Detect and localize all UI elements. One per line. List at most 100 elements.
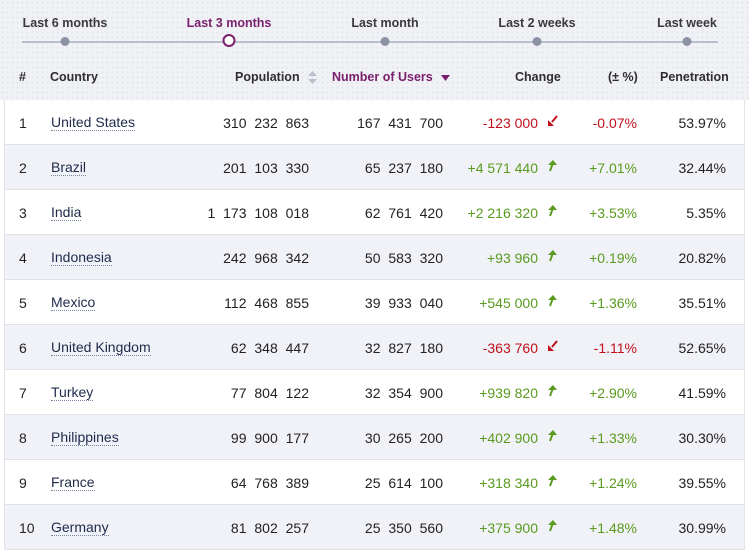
rank-cell: 7 bbox=[19, 385, 27, 401]
change-cell: +4 571 440 bbox=[467, 160, 538, 176]
table-row: 6 United Kingdom 62 348 447 32 827 180 -363 … bbox=[5, 325, 744, 370]
change-cell: +545 000 bbox=[479, 295, 538, 311]
column-header-population[interactable]: Population bbox=[235, 70, 318, 85]
population-cell: 77 804 122 bbox=[230, 385, 309, 401]
country-link[interactable]: United States bbox=[51, 114, 136, 131]
penetration-cell: 20.82% bbox=[678, 250, 726, 266]
period-label-last-6-months[interactable]: Last 6 months bbox=[22, 16, 108, 30]
country-link[interactable]: India bbox=[51, 204, 82, 221]
sort-desc-icon[interactable] bbox=[441, 74, 451, 81]
penetration-cell: 35.51% bbox=[678, 295, 726, 311]
penetration-cell: 52.65% bbox=[678, 340, 726, 356]
rank-cell: 6 bbox=[19, 340, 27, 356]
penetration-cell: 30.30% bbox=[678, 430, 726, 446]
table-row: 5 Mexico 112 468 855 39 933 040 +545 000 +1.3… bbox=[5, 280, 744, 325]
change-percent-cell: -1.11% bbox=[593, 340, 637, 356]
period-label-last-month[interactable]: Last month bbox=[351, 16, 419, 30]
country-link[interactable]: Mexico bbox=[51, 294, 96, 311]
change-cell: -363 760 bbox=[482, 340, 538, 356]
population-cell: 201 103 330 bbox=[223, 160, 309, 176]
period-dot-last-2-weeks[interactable] bbox=[532, 37, 542, 46]
arrow-up-icon bbox=[547, 519, 558, 535]
country-link[interactable]: United Kingdom bbox=[51, 339, 151, 356]
country-link[interactable]: Turkey bbox=[51, 384, 94, 401]
penetration-cell: 39.55% bbox=[678, 475, 726, 491]
users-cell: 32 827 180 bbox=[364, 340, 443, 356]
change-percent-cell: +1.36% bbox=[589, 295, 637, 311]
country-link[interactable]: Germany bbox=[51, 519, 109, 536]
rank-cell: 4 bbox=[19, 250, 27, 266]
change-percent-cell: +7.01% bbox=[589, 160, 637, 176]
users-cell: 25 614 100 bbox=[364, 475, 443, 491]
penetration-cell: 32.44% bbox=[678, 160, 726, 176]
period-label-last-3-months[interactable]: Last 3 months bbox=[186, 16, 272, 30]
table-row: 2 Brazil 201 103 330 65 237 180 +4 571 440 +7… bbox=[5, 145, 744, 190]
column-header-country: Country bbox=[50, 70, 98, 84]
users-cell: 62 761 420 bbox=[364, 205, 443, 221]
column-header-change: Change bbox=[515, 70, 561, 84]
population-cell: 62 348 447 bbox=[230, 340, 309, 356]
table-row: 1 United States 310 232 863 167 431 700 -123… bbox=[5, 100, 744, 145]
users-cell: 39 933 040 bbox=[364, 295, 443, 311]
period-label-last-2-weeks[interactable]: Last 2 weeks bbox=[498, 16, 576, 30]
change-percent-cell: +2.90% bbox=[589, 385, 637, 401]
period-dot-last-week[interactable] bbox=[682, 37, 692, 46]
period-dot-last-month[interactable] bbox=[380, 37, 390, 46]
users-cell: 25 350 560 bbox=[364, 520, 443, 536]
population-cell: 81 802 257 bbox=[230, 520, 309, 536]
table-row: 8 Philippines 99 900 177 30 265 200 +402 900… bbox=[5, 415, 744, 460]
change-cell: +318 340 bbox=[479, 475, 538, 491]
penetration-cell: 53.97% bbox=[678, 115, 726, 131]
population-cell: 242 968 342 bbox=[223, 250, 309, 266]
column-header-rank: # bbox=[19, 70, 26, 84]
population-cell: 310 232 863 bbox=[223, 115, 309, 131]
country-table: 1 United States 310 232 863 167 431 700 -123… bbox=[4, 100, 745, 550]
rank-cell: 5 bbox=[19, 295, 27, 311]
change-percent-cell: +0.19% bbox=[589, 250, 637, 266]
rank-cell: 8 bbox=[19, 430, 27, 446]
arrow-up-icon bbox=[547, 384, 558, 400]
period-slider-track[interactable] bbox=[22, 41, 718, 43]
sort-both-icon[interactable] bbox=[308, 71, 318, 85]
period-dot-last-3-months[interactable] bbox=[222, 34, 236, 47]
arrow-down-icon bbox=[547, 114, 559, 130]
column-header-pct: (± %) bbox=[608, 70, 638, 84]
change-percent-cell: +1.33% bbox=[589, 430, 637, 446]
period-label-last-week[interactable]: Last week bbox=[657, 16, 717, 30]
period-dot-last-6-months[interactable] bbox=[60, 37, 70, 46]
arrow-up-icon bbox=[547, 474, 558, 490]
table-row: 7 Turkey 77 804 122 32 354 900 +939 820 +2.90… bbox=[5, 370, 744, 415]
change-percent-cell: +1.48% bbox=[589, 520, 637, 536]
arrow-up-icon bbox=[547, 429, 558, 445]
arrow-down-icon bbox=[547, 339, 559, 355]
change-cell: -123 000 bbox=[482, 115, 538, 131]
rank-cell: 10 bbox=[19, 520, 35, 536]
table-row: 4 Indonesia 242 968 342 50 583 320 +93 960 +0… bbox=[5, 235, 744, 280]
column-header-population-label: Population bbox=[235, 70, 300, 84]
table-row: 3 India 1 173 108 018 62 761 420 +2 216 320 +… bbox=[5, 190, 744, 235]
population-cell: 64 768 389 bbox=[230, 475, 309, 491]
population-cell: 99 900 177 bbox=[230, 430, 309, 446]
penetration-cell: 41.59% bbox=[678, 385, 726, 401]
country-link[interactable]: Philippines bbox=[51, 429, 119, 446]
column-header-penetration: Penetration bbox=[660, 70, 729, 84]
rank-cell: 2 bbox=[19, 160, 27, 176]
country-link[interactable]: Indonesia bbox=[51, 249, 112, 266]
users-cell: 167 431 700 bbox=[357, 115, 443, 131]
population-cell: 1 173 108 018 bbox=[207, 205, 309, 221]
change-cell: +2 216 320 bbox=[467, 205, 538, 221]
country-link[interactable]: Brazil bbox=[51, 159, 87, 176]
penetration-cell: 5.35% bbox=[686, 205, 726, 221]
column-header-users[interactable]: Number of Users bbox=[332, 70, 451, 84]
rank-cell: 3 bbox=[19, 205, 27, 221]
rank-cell: 9 bbox=[19, 475, 27, 491]
arrow-up-icon bbox=[547, 249, 558, 265]
change-cell: +939 820 bbox=[479, 385, 538, 401]
period-selector: Last 6 months Last 3 months Last month L… bbox=[0, 0, 749, 56]
penetration-cell: 30.99% bbox=[678, 520, 726, 536]
users-cell: 65 237 180 bbox=[364, 160, 443, 176]
country-link[interactable]: France bbox=[51, 474, 95, 491]
change-percent-cell: -0.07% bbox=[592, 115, 637, 131]
arrow-up-icon bbox=[547, 294, 558, 310]
header-background bbox=[0, 0, 749, 100]
